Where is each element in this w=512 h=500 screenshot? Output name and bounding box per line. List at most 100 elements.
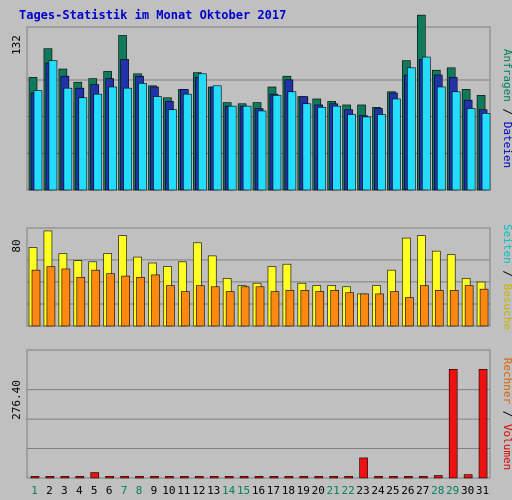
- bar-rechner-day-22: [345, 292, 354, 327]
- bar-rechner-day-29: [449, 290, 459, 327]
- day-label-9: 9: [151, 484, 158, 497]
- bar-seiten-day-1: [33, 90, 43, 191]
- bar-rechner-day-25: [390, 291, 399, 327]
- bar-volumen-day-30: [463, 474, 473, 479]
- bar-rechner-day-5: [91, 269, 101, 327]
- bar-volumen-day-20: [314, 476, 324, 479]
- bar-volumen-day-23: [359, 457, 368, 479]
- bar-seiten-day-27: [422, 56, 431, 191]
- bar-rechner-day-4: [76, 276, 86, 327]
- bar-rechner-day-30: [464, 285, 474, 327]
- day-label-13: 13: [207, 484, 220, 497]
- day-label-2: 2: [46, 484, 53, 497]
- bar-volumen-day-2: [45, 476, 55, 479]
- day-label-31: 31: [476, 484, 489, 497]
- bar-volumen-day-25: [389, 476, 398, 479]
- bar-volumen-day-14: [224, 476, 234, 479]
- day-label-25: 25: [386, 484, 399, 497]
- bar-rechner-day-20: [315, 291, 325, 327]
- legend-entry: /: [501, 102, 512, 122]
- legend-label-mid: Seiten / Besuche: [501, 224, 512, 330]
- bar-rechner-day-7: [121, 275, 130, 327]
- bar-volumen-day-12: [194, 476, 204, 479]
- bar-seiten-day-24: [377, 114, 386, 191]
- bar-rechner-day-19: [300, 290, 310, 327]
- bar-volumen-day-16: [254, 476, 264, 479]
- day-label-21: 21: [327, 484, 340, 497]
- day-label-24: 24: [371, 484, 385, 497]
- bar-seiten-day-21: [332, 105, 342, 191]
- bar-volumen-day-17: [269, 476, 279, 479]
- day-label-29: 29: [446, 484, 459, 497]
- legend-entry: Seiten: [501, 224, 512, 264]
- day-label-11: 11: [177, 484, 190, 497]
- bar-seiten-day-23: [362, 116, 371, 191]
- legend-entry: Volumen: [501, 424, 512, 470]
- day-label-26: 26: [401, 484, 414, 497]
- bar-rechner-day-23: [360, 293, 369, 327]
- bar-volumen-day-5: [90, 472, 100, 479]
- bar-volumen-day-18: [284, 476, 294, 479]
- bar-volumen-day-1: [30, 476, 40, 479]
- bar-rechner-day-27: [420, 285, 429, 327]
- bar-volumen-day-4: [75, 476, 85, 479]
- bar-volumen-day-7: [120, 476, 129, 479]
- panel-bot: [26, 349, 491, 479]
- bar-volumen-day-6: [105, 476, 114, 479]
- legend-label-top: Anfragen / Dateien: [501, 49, 512, 168]
- bar-volumen-day-22: [344, 476, 353, 479]
- bar-volumen-day-19: [299, 476, 309, 479]
- day-label-15: 15: [237, 484, 250, 497]
- bar-volumen-day-21: [329, 476, 339, 479]
- bar-rechner-day-13: [210, 286, 220, 327]
- bar-volumen-day-8: [135, 476, 144, 479]
- day-label-17: 17: [267, 484, 280, 497]
- bar-seiten-day-31: [481, 113, 491, 191]
- day-label-16: 16: [252, 484, 265, 497]
- bar-volumen-day-26: [404, 476, 413, 479]
- bar-rechner-day-17: [270, 291, 280, 327]
- bar-rechner-day-28: [434, 290, 444, 327]
- bar-rechner-day-21: [330, 290, 340, 327]
- chart-title: Tages-Statistik im Monat Oktober 2017: [19, 8, 286, 22]
- bar-rechner-day-6: [106, 273, 115, 327]
- legend-entry: Rechner: [501, 358, 512, 405]
- bar-seiten-day-19: [302, 103, 312, 191]
- bar-seiten-day-25: [392, 98, 401, 191]
- bar-seiten-day-18: [287, 91, 297, 191]
- bar-seiten-day-7: [123, 87, 132, 191]
- bar-volumen-day-10: [165, 476, 174, 479]
- bar-rechner-day-10: [166, 285, 175, 327]
- bar-volumen-day-13: [209, 476, 219, 479]
- bar-rechner-day-1: [31, 269, 41, 327]
- bar-seiten-day-28: [436, 86, 446, 191]
- max-label-top: 132: [10, 35, 23, 55]
- legend-label-bot: Rechner / Volumen: [501, 358, 512, 471]
- legend-entry: Anfragen: [501, 49, 512, 102]
- day-label-27: 27: [416, 484, 429, 497]
- bar-rechner-day-26: [405, 297, 414, 327]
- bar-rechner-day-15: [240, 286, 250, 327]
- day-label-8: 8: [136, 484, 143, 497]
- legend-entry: /: [501, 404, 512, 424]
- bar-volumen-day-11: [180, 476, 189, 479]
- day-label-28: 28: [431, 484, 444, 497]
- bar-rechner-day-14: [225, 291, 235, 327]
- day-label-19: 19: [297, 484, 310, 497]
- day-label-6: 6: [106, 484, 113, 497]
- bar-seiten-day-14: [227, 105, 237, 191]
- bar-seiten-day-8: [138, 83, 147, 191]
- bar-rechner-day-24: [375, 293, 384, 327]
- day-label-1: 1: [31, 484, 38, 497]
- day-label-5: 5: [91, 484, 98, 497]
- bar-seiten-day-10: [168, 109, 177, 191]
- bar-rechner-day-11: [181, 291, 190, 327]
- bar-volumen-day-24: [374, 476, 383, 479]
- day-label-18: 18: [282, 484, 295, 497]
- day-label-10: 10: [162, 484, 175, 497]
- bar-seiten-day-12: [197, 73, 207, 191]
- bar-rechner-day-3: [61, 268, 71, 327]
- bar-seiten-day-11: [183, 93, 192, 191]
